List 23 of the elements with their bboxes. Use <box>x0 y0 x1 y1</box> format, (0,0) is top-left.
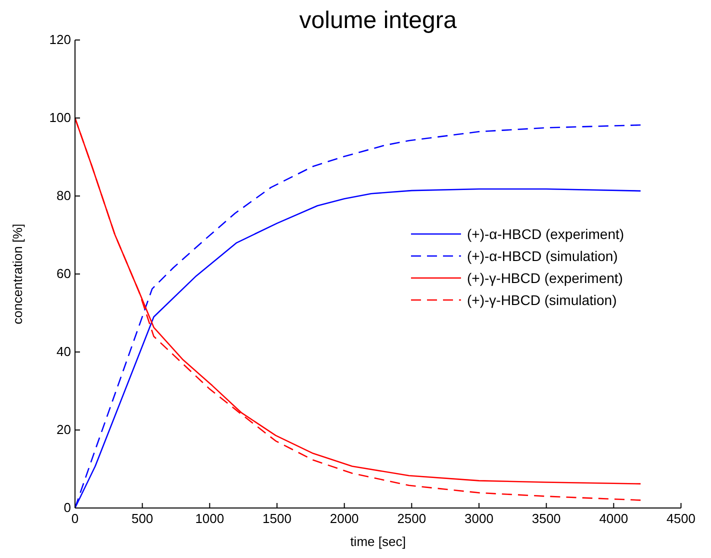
chart-title: volume integra <box>299 7 458 34</box>
x-tick-label: 500 <box>131 511 154 526</box>
y-tick-label: 40 <box>56 344 71 359</box>
y-tick-label: 60 <box>56 266 71 281</box>
legend-label: (+)-α-HBCD (simulation) <box>467 248 618 264</box>
legend-label: (+)-γ-HBCD (experiment) <box>467 270 623 286</box>
x-tick-label: 4500 <box>666 511 696 526</box>
legend-label: (+)-α-HBCD (experiment) <box>467 226 624 242</box>
x-tick-label: 4000 <box>599 511 628 526</box>
x-tick-label: 1000 <box>195 511 224 526</box>
x-tick-label: 3500 <box>532 511 561 526</box>
x-tick-label: 2000 <box>330 511 359 526</box>
y-tick-label: 20 <box>56 422 71 437</box>
y-tick-label: 80 <box>56 188 71 203</box>
y-tick-label: 120 <box>49 32 71 47</box>
x-tick-label: 2500 <box>397 511 426 526</box>
legend-label: (+)-γ-HBCD (simulation) <box>467 292 617 308</box>
y-tick-label: 100 <box>49 110 71 125</box>
x-tick-label: 1500 <box>262 511 292 526</box>
x-axis-title: time [sec] <box>350 534 406 549</box>
y-tick-label: 0 <box>64 500 71 515</box>
y-axis-title: concentration [%] <box>10 224 25 324</box>
x-tick-label: 3000 <box>464 511 494 526</box>
